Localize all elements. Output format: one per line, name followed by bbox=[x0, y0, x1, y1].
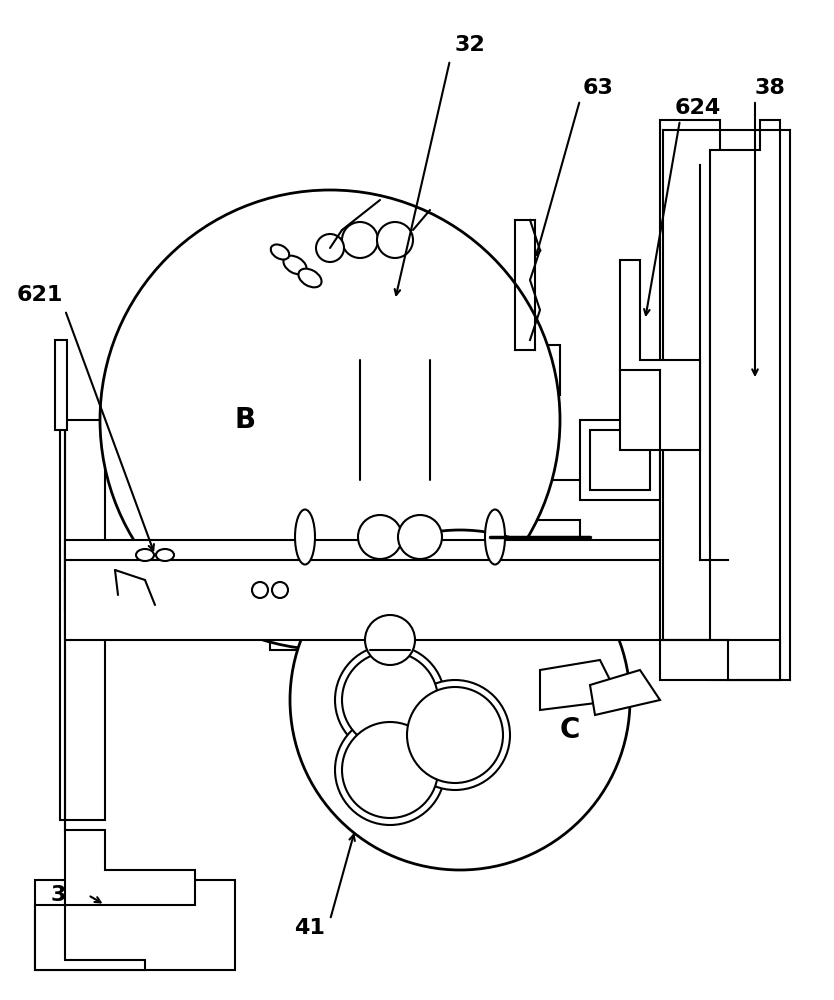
Text: C: C bbox=[560, 716, 580, 744]
Circle shape bbox=[400, 680, 510, 790]
Bar bbox=[60, 420, 105, 820]
Bar bbox=[555, 600, 585, 635]
Bar bbox=[220, 480, 660, 590]
Bar bbox=[270, 590, 470, 650]
Circle shape bbox=[398, 515, 442, 559]
Text: 621: 621 bbox=[17, 285, 63, 305]
Ellipse shape bbox=[284, 256, 307, 274]
Ellipse shape bbox=[271, 244, 289, 260]
Bar bbox=[35, 880, 235, 970]
Text: 38: 38 bbox=[755, 78, 786, 98]
Bar bbox=[590, 430, 650, 490]
Bar bbox=[550, 580, 590, 700]
Bar bbox=[500, 520, 580, 550]
Bar bbox=[350, 630, 430, 710]
Polygon shape bbox=[660, 640, 780, 680]
Circle shape bbox=[272, 582, 288, 598]
Circle shape bbox=[335, 645, 445, 755]
Polygon shape bbox=[620, 260, 700, 450]
Polygon shape bbox=[35, 430, 195, 970]
Text: 63: 63 bbox=[583, 78, 614, 98]
Bar bbox=[505, 345, 560, 395]
Bar bbox=[580, 420, 660, 500]
Polygon shape bbox=[65, 540, 720, 640]
Circle shape bbox=[100, 190, 560, 650]
Circle shape bbox=[342, 652, 438, 748]
Circle shape bbox=[316, 234, 344, 262]
Bar bbox=[335, 260, 465, 360]
Polygon shape bbox=[710, 120, 780, 680]
Ellipse shape bbox=[485, 510, 505, 564]
Bar bbox=[140, 535, 185, 565]
Bar bbox=[65, 580, 165, 610]
Ellipse shape bbox=[295, 510, 315, 564]
Bar bbox=[55, 340, 67, 430]
Circle shape bbox=[407, 687, 503, 783]
Text: 41: 41 bbox=[294, 918, 325, 938]
Circle shape bbox=[365, 615, 415, 665]
Text: 32: 32 bbox=[455, 35, 485, 55]
Polygon shape bbox=[660, 120, 720, 640]
Circle shape bbox=[358, 515, 402, 559]
Polygon shape bbox=[590, 670, 660, 715]
Polygon shape bbox=[540, 660, 620, 710]
Ellipse shape bbox=[156, 549, 174, 561]
Text: 3: 3 bbox=[50, 885, 66, 905]
Bar bbox=[345, 280, 455, 350]
Bar bbox=[540, 640, 600, 660]
Circle shape bbox=[342, 722, 438, 818]
Bar bbox=[300, 510, 500, 565]
Text: B: B bbox=[234, 406, 255, 434]
Bar bbox=[65, 550, 165, 580]
Ellipse shape bbox=[136, 549, 154, 561]
Circle shape bbox=[290, 530, 630, 870]
Text: 624: 624 bbox=[675, 98, 721, 118]
Circle shape bbox=[342, 222, 378, 258]
Circle shape bbox=[252, 582, 268, 598]
Ellipse shape bbox=[299, 269, 322, 287]
Circle shape bbox=[335, 715, 445, 825]
Circle shape bbox=[377, 222, 413, 258]
